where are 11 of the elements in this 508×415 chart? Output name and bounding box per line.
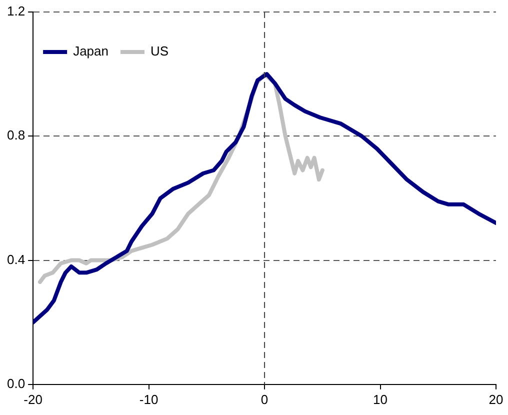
legend-label: US xyxy=(150,44,169,59)
x-tick-label: -20 xyxy=(24,392,42,407)
y-tick-label: 0.4 xyxy=(6,252,26,267)
y-tick-label: 0.0 xyxy=(6,376,26,391)
y-tick-label: 1.2 xyxy=(6,4,26,19)
x-tick-label: 10 xyxy=(373,392,388,407)
x-tick-label: 0 xyxy=(260,392,268,407)
x-tick-label: 20 xyxy=(488,392,504,407)
y-tick-label: 0.8 xyxy=(6,128,26,143)
x-tick-label: -10 xyxy=(139,392,158,407)
legend-label: Japan xyxy=(73,44,108,59)
